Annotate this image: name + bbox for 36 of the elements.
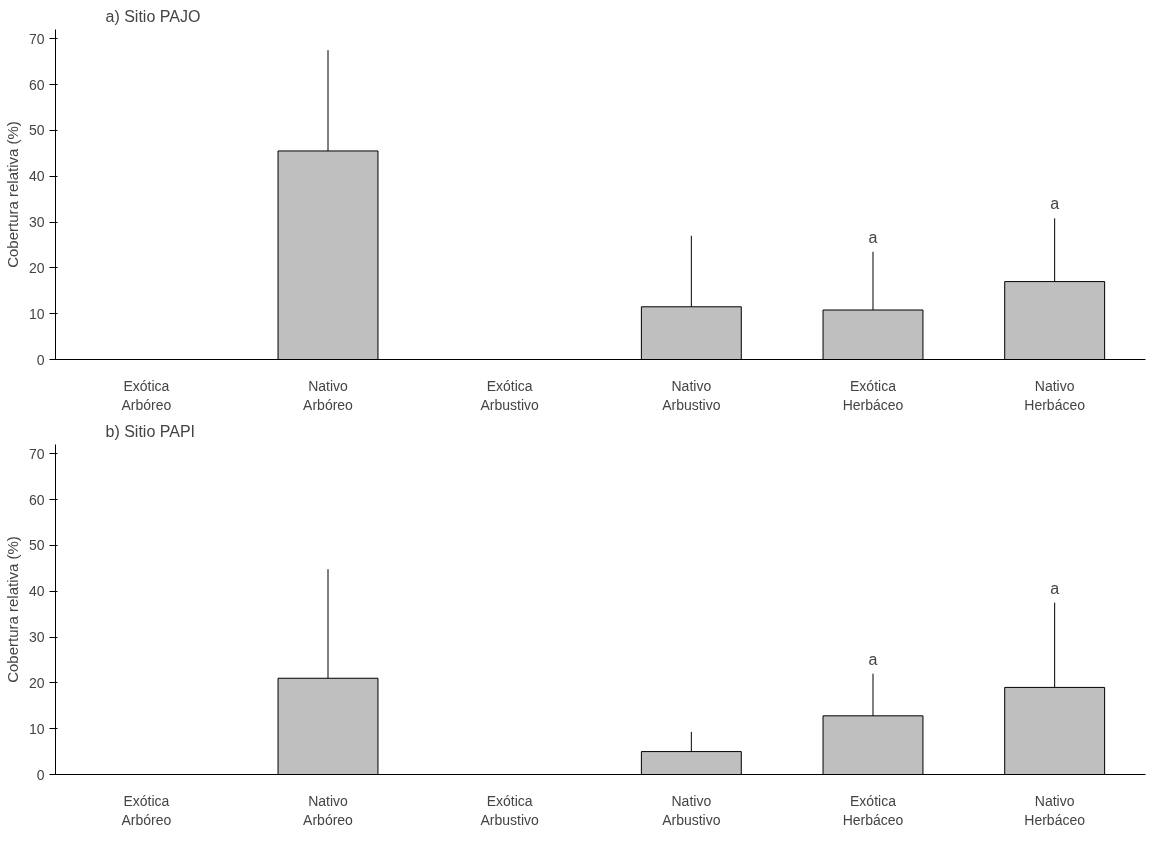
y-tick-label: 0: [36, 766, 45, 783]
chart-title: b) Sitio PAPI: [105, 422, 196, 440]
x-tick-label: Nativo Arbustivo: [662, 377, 721, 413]
annotation: a: [868, 650, 878, 668]
y-tick-label: 50: [28, 537, 45, 554]
x-tick-label: Nativo Arbustivo: [662, 792, 721, 828]
annotation: a: [1050, 579, 1060, 597]
y-tick-label: 70: [28, 445, 45, 462]
x-tick-label: Nativo Herbáceo: [1024, 377, 1086, 413]
y-axis-title: Cobertura relativa (%): [3, 121, 21, 268]
y-tick-label: 60: [28, 491, 45, 508]
y-tick-label: 70: [28, 30, 45, 47]
y-tick-label: 30: [28, 629, 45, 645]
y-tick-label: 50: [28, 122, 45, 139]
y-tick-label: 10: [28, 305, 45, 322]
x-tick-label: Exótica Arbóreo: [121, 792, 172, 828]
x-tick-label: Exótica Arbustivo: [480, 377, 540, 413]
x-tick-label: Exótica Herbáceo: [842, 792, 904, 828]
y-tick-label: 60: [28, 76, 45, 93]
x-tick-label: Exótica Arbóreo: [121, 377, 172, 413]
x-tick-label: Exótica Arbustivo: [480, 792, 540, 828]
y-axis-title: Cobertura relativa (%): [3, 536, 21, 683]
y-tick-label: 20: [28, 259, 45, 276]
chart-title: a) Sitio PAJO: [105, 7, 201, 25]
annotation: a: [1050, 195, 1060, 213]
x-tick-label: Nativo Arbóreo: [303, 377, 354, 413]
x-tick-label: Nativo Herbáceo: [1024, 792, 1086, 828]
y-tick-label: 0: [36, 351, 45, 368]
y-tick-label: 20: [28, 674, 45, 691]
y-tick-label: 10: [28, 720, 45, 737]
y-tick-label: 40: [28, 583, 45, 600]
y-tick-label: 30: [28, 214, 45, 230]
x-tick-label: Exótica Herbáceo: [842, 377, 904, 413]
annotation: a: [868, 228, 878, 246]
y-tick-label: 40: [28, 168, 45, 185]
x-tick-label: Nativo Arbóreo: [303, 792, 354, 828]
